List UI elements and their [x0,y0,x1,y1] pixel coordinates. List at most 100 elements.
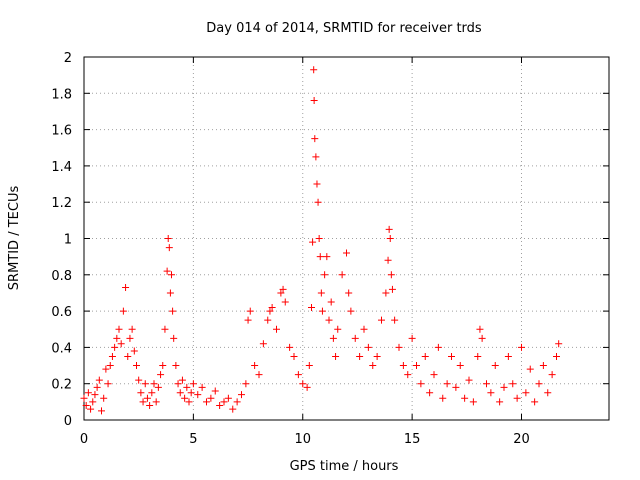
data-point [207,394,215,402]
data-point [439,394,447,402]
y-tick-label: 0.2 [51,378,72,393]
data-point [115,325,123,333]
data-point [417,380,425,388]
data-point [266,307,274,315]
data-point [203,398,210,406]
data-point [496,398,504,406]
data-point [172,362,180,370]
data-point [434,343,442,351]
data-point [168,271,175,279]
data-point [373,352,381,360]
data-point [264,316,272,324]
data-point [290,352,298,360]
data-point [448,352,455,360]
data-point [82,401,90,409]
y-tick-label: 0.6 [51,305,72,320]
data-point [104,380,112,388]
data-point [491,362,499,370]
data-point [544,389,552,397]
data-point [244,316,252,324]
data-point [315,235,323,242]
data-point [185,398,193,406]
data-point [369,362,377,370]
y-tick-label: 0 [64,414,72,429]
data-point [178,376,186,384]
data-point [364,343,372,351]
data-point [309,238,317,246]
data-point [251,362,259,370]
data-point [345,289,353,297]
y-tick-label: 1.6 [51,124,72,139]
data-point [124,352,132,360]
data-point [128,325,136,333]
data-point [386,235,394,242]
data-point [518,343,525,351]
data-point [169,307,177,315]
data-point [176,389,184,397]
data-point [84,389,92,397]
data-point [255,371,263,379]
data-point [286,343,294,351]
data-point [522,389,530,397]
data-point [325,316,333,324]
data-point [194,391,202,399]
data-point [385,225,393,233]
data-point [548,371,556,379]
data-point [187,389,195,397]
data-point [310,97,318,105]
data-point [152,398,160,406]
data-point [430,371,438,379]
data-point [308,303,315,311]
chart-title: Day 014 of 2014, SRMTID for receiver trd… [206,21,482,36]
data-point [465,376,473,384]
data-point [329,334,337,342]
data-point [183,383,191,391]
data-point [89,398,97,406]
x-tick-label: 20 [513,432,530,447]
data-point [384,256,392,264]
y-tick-label: 1.8 [51,87,72,102]
data-point [323,253,331,261]
data-point [113,334,121,342]
data-point [95,376,103,384]
data-point [351,334,359,342]
data-point [299,380,307,388]
data-point [198,383,206,391]
data-point [426,389,434,397]
data-point [395,343,403,351]
data-point [387,271,395,279]
y-axis-label: SRMTID / TECUs [7,186,22,291]
data-point [474,352,482,360]
data-point [321,271,329,279]
data-point [461,394,469,402]
data-point [229,405,237,413]
data-point [526,365,534,373]
data-point [535,380,543,388]
y-tick-label: 1.2 [51,196,72,211]
data-point [555,340,563,348]
data-point [310,66,318,74]
data-point [553,352,560,360]
data-point [233,398,241,406]
data-point [391,316,399,324]
data-point [126,334,134,342]
data-point [157,371,165,379]
data-point [259,340,267,348]
data-point [421,352,429,360]
data-point [327,298,335,306]
data-point [311,135,319,143]
data-point [216,401,224,409]
data-point [220,398,228,406]
data-point [303,383,311,391]
y-tick-label: 0.8 [51,269,72,284]
x-tick-label: 15 [404,432,421,447]
data-point [137,389,145,397]
data-point [452,383,460,391]
data-point [513,394,521,402]
data-point [378,316,385,324]
y-tick-label: 2 [64,51,72,66]
y-tick-labels: 0 0.2 0.4 0.6 0.8 1 1.2 1.4 1.6 1.8 2 [51,51,72,429]
data-point [334,325,342,333]
data-point [246,307,254,315]
data-point [238,391,245,399]
